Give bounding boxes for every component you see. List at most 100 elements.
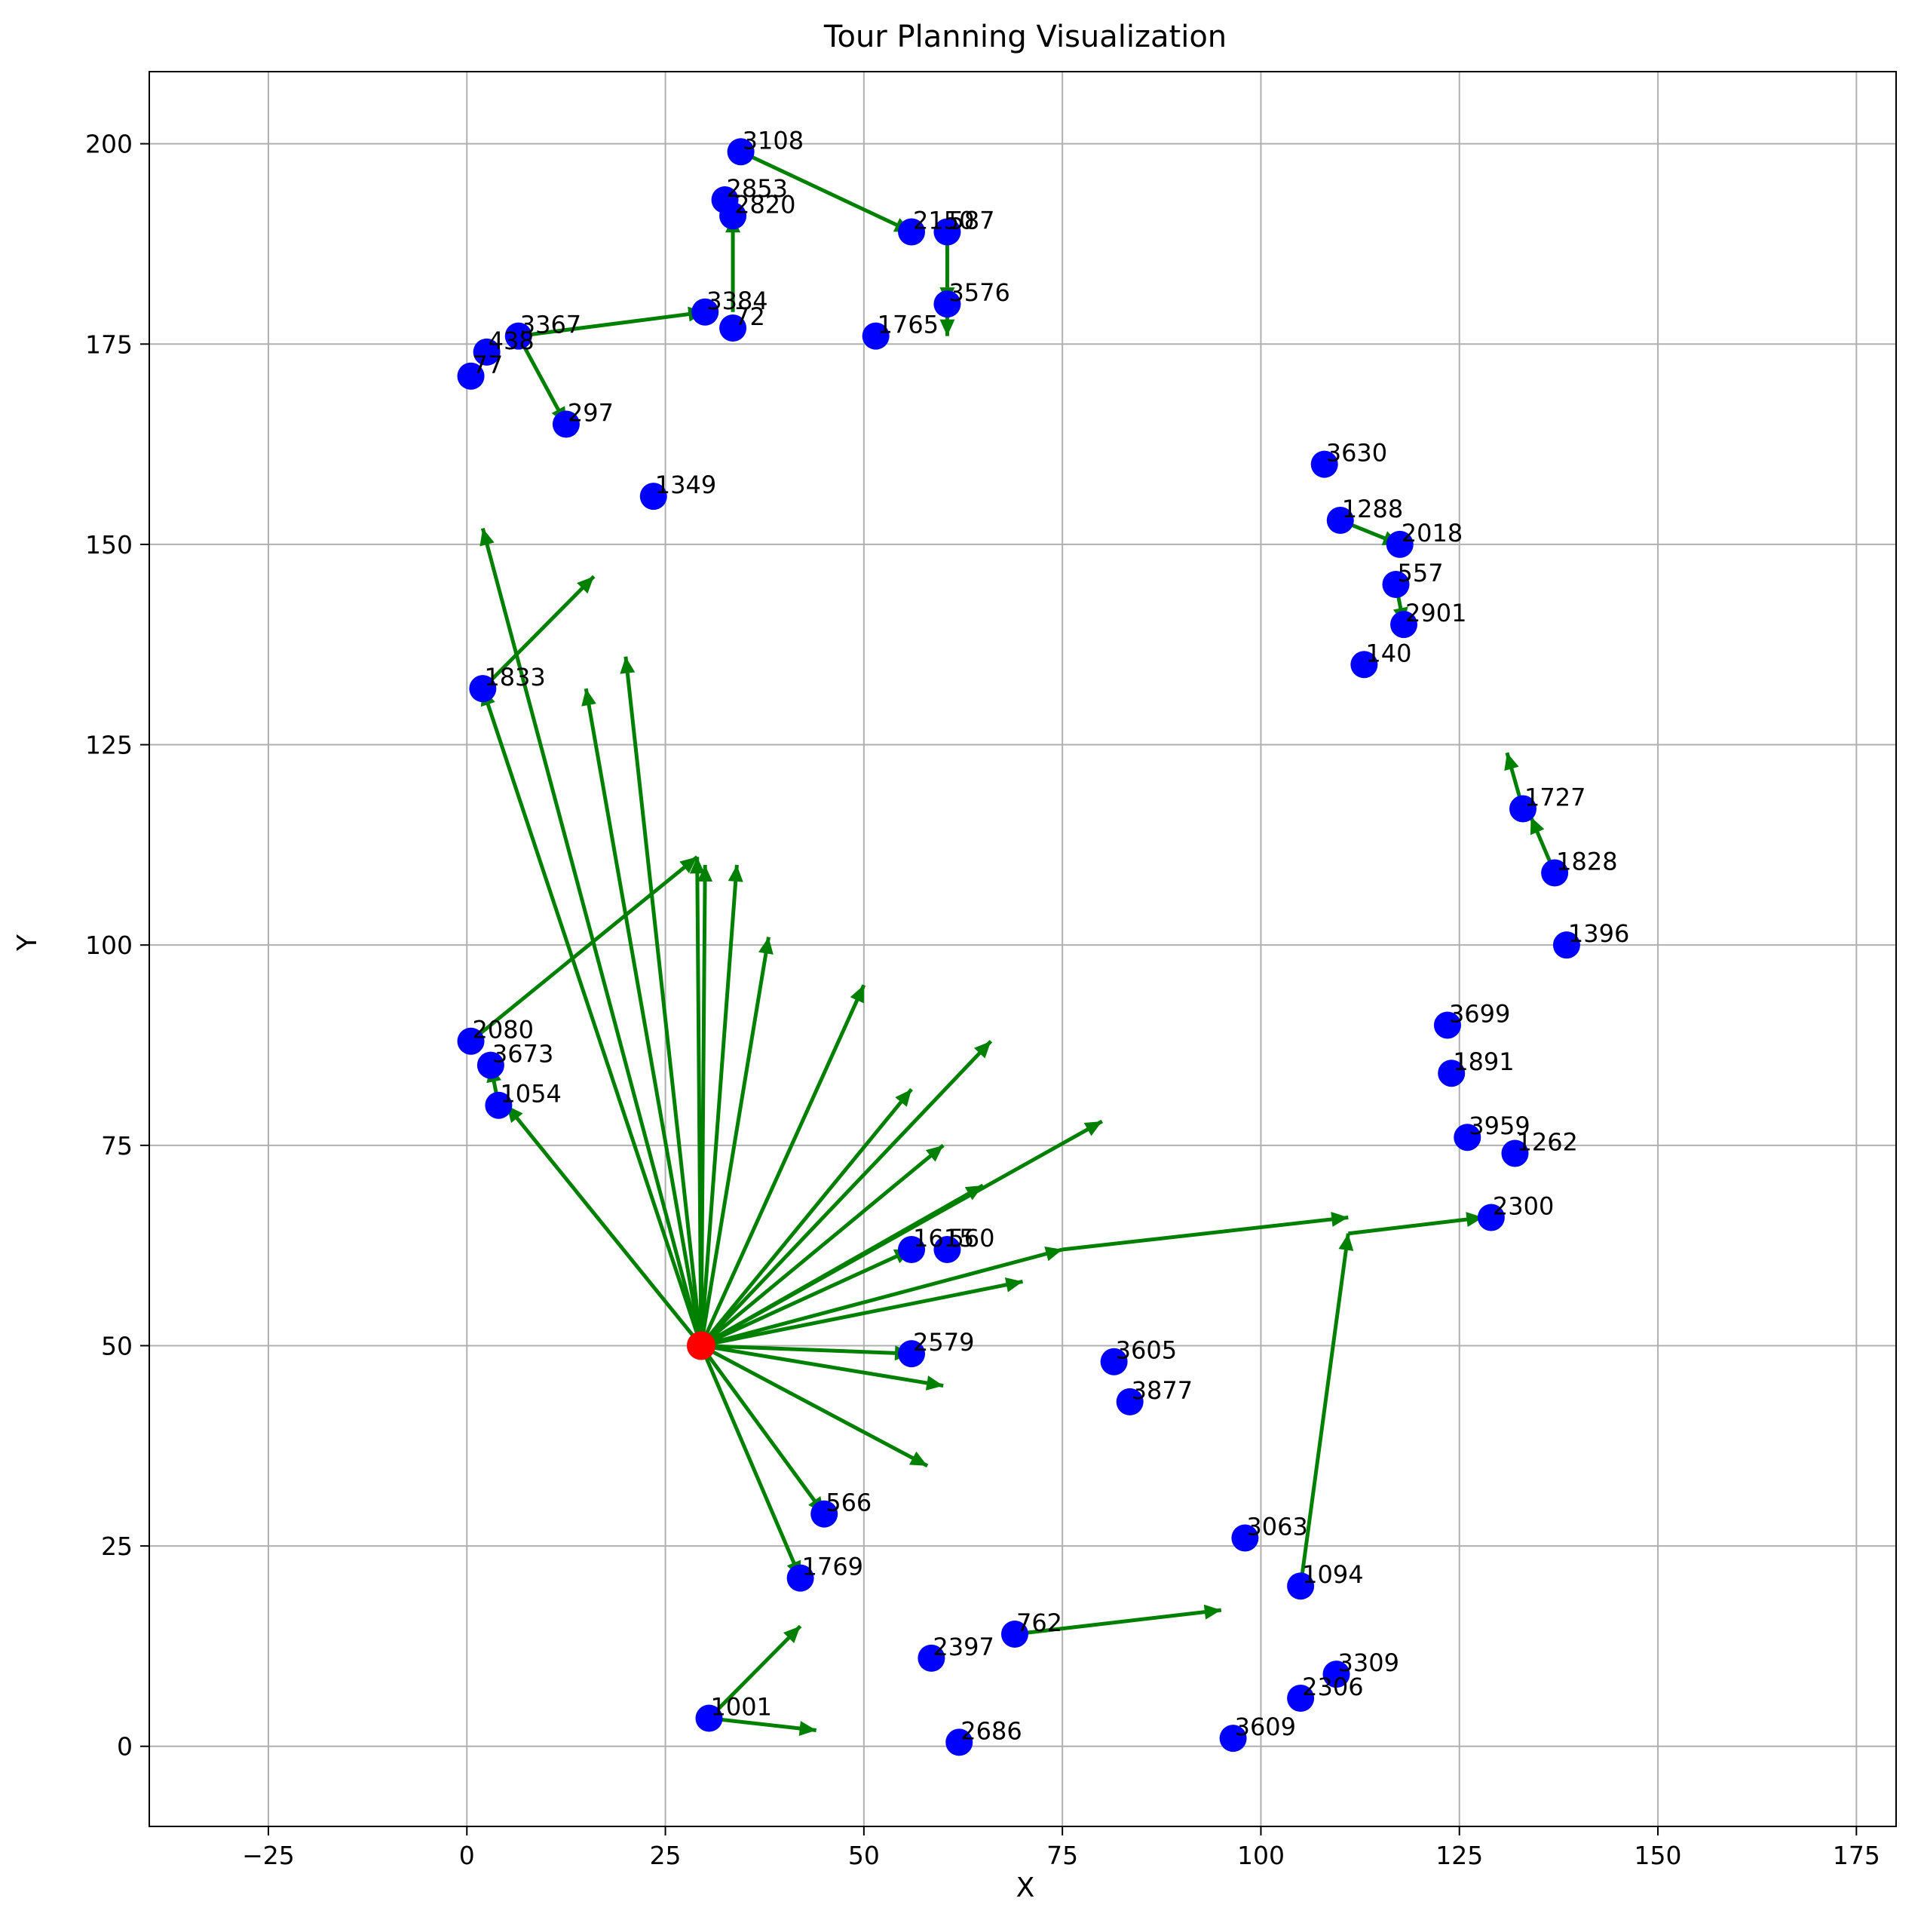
x-tick-label: 50 xyxy=(848,1841,880,1870)
route-arrowhead xyxy=(798,1721,816,1736)
route-arrowhead xyxy=(925,1145,944,1162)
node-label: 3063 xyxy=(1246,1512,1307,1541)
axis-ticks: −25 0 25 50 75 100 125 150 175 0 25 50 75 100 125 150 17… xyxy=(85,130,1880,1870)
node-point xyxy=(898,1340,926,1368)
node-point xyxy=(476,1051,504,1079)
route-segment xyxy=(584,688,703,1346)
node-label: 3367 xyxy=(520,311,581,339)
node-point xyxy=(727,138,755,166)
node-point xyxy=(786,1564,814,1592)
node-point xyxy=(933,218,961,246)
node-point xyxy=(1231,1524,1259,1552)
node-point xyxy=(473,338,501,366)
node-label: 77 xyxy=(473,351,504,379)
route-arrowhead xyxy=(581,688,596,707)
route-arrowhead xyxy=(973,1041,991,1059)
x-tick-label: 150 xyxy=(1634,1841,1682,1870)
node-label: 3108 xyxy=(743,126,804,155)
node-label: 557 xyxy=(1397,559,1443,587)
node-label: 2080 xyxy=(473,1016,534,1044)
route-arrowhead xyxy=(908,1451,928,1466)
node-label: 2686 xyxy=(960,1716,1022,1745)
route-segment xyxy=(700,1343,944,1388)
node-point xyxy=(1509,795,1537,823)
node-point xyxy=(918,1644,945,1672)
node-point xyxy=(1501,1139,1529,1167)
node-label: 1615 xyxy=(913,1224,974,1253)
route-arrowhead xyxy=(1331,1211,1349,1227)
route-segment xyxy=(699,1344,826,1516)
route-arrowhead xyxy=(728,864,743,882)
node-label: 2300 xyxy=(1493,1191,1554,1220)
y-tick-label: 200 xyxy=(85,130,133,159)
y-tick-label: 50 xyxy=(101,1331,133,1360)
node-label: 3609 xyxy=(1235,1713,1296,1741)
node-point xyxy=(1454,1124,1481,1152)
node-point xyxy=(898,218,926,246)
route-segment xyxy=(700,1280,1023,1348)
node-label: 3699 xyxy=(1449,999,1510,1028)
node-point xyxy=(469,675,497,703)
route-arrowhead xyxy=(1338,1233,1354,1251)
route-segment xyxy=(700,1247,913,1348)
node-point xyxy=(862,322,890,350)
node-layer xyxy=(457,138,1580,1756)
route-segment xyxy=(700,1143,945,1348)
route-segment xyxy=(700,1343,912,1356)
node-point xyxy=(1287,1572,1315,1600)
route-arrowhead xyxy=(479,528,495,547)
node-point xyxy=(810,1500,838,1528)
node-label: 3877 xyxy=(1132,1376,1193,1405)
route-arrowhead xyxy=(679,857,697,873)
node-label: 140 xyxy=(1365,639,1411,667)
x-tick-label: 75 xyxy=(1046,1841,1078,1870)
node-point xyxy=(457,362,485,390)
node-label: 762 xyxy=(1016,1608,1062,1637)
y-axis-label: Y xyxy=(12,934,43,952)
node-point xyxy=(1390,611,1418,639)
node-label: 1828 xyxy=(1556,848,1617,876)
y-tick-label: 175 xyxy=(85,330,133,359)
node-label: 1891 xyxy=(1453,1047,1514,1076)
node-point xyxy=(719,314,747,342)
node-point xyxy=(1438,1060,1466,1087)
y-tick-label: 25 xyxy=(101,1532,133,1561)
y-tick-label: 75 xyxy=(101,1131,133,1161)
node-point xyxy=(1116,1388,1144,1415)
node-label: 1727 xyxy=(1524,784,1585,812)
node-point xyxy=(945,1728,973,1756)
route-segment xyxy=(518,310,706,339)
node-label: 2579 xyxy=(913,1328,974,1357)
node-point xyxy=(1326,507,1354,535)
route-arrowhead xyxy=(895,1089,912,1107)
node-label: 1396 xyxy=(1568,919,1629,948)
x-tick-label: 100 xyxy=(1237,1841,1285,1870)
node-label: 2853 xyxy=(727,174,788,203)
route-segment xyxy=(700,1039,993,1348)
route-arrowhead xyxy=(689,857,705,874)
node-label: 2397 xyxy=(933,1633,994,1661)
node-point xyxy=(933,1235,961,1263)
node-label: 438 xyxy=(489,327,535,355)
node-point xyxy=(933,290,961,318)
depot-point xyxy=(686,1331,715,1360)
route-segment xyxy=(1298,1233,1350,1587)
route-segment xyxy=(1348,1215,1484,1236)
node-point xyxy=(1552,931,1580,959)
node-label: 566 xyxy=(826,1489,872,1517)
route-segment xyxy=(700,1247,1063,1348)
route-arrowhead xyxy=(925,1375,944,1391)
node-point xyxy=(1310,450,1338,478)
route-segment xyxy=(707,1624,802,1720)
node-point xyxy=(719,202,747,230)
node-label: 3384 xyxy=(706,287,767,315)
route-segment xyxy=(504,1104,703,1348)
plot-frame xyxy=(149,71,1897,1827)
route-arrowhead xyxy=(1530,817,1545,836)
grid xyxy=(149,72,1896,1826)
node-label: 3605 xyxy=(1116,1336,1177,1365)
node-point xyxy=(552,410,580,438)
route-segment xyxy=(699,1345,802,1579)
